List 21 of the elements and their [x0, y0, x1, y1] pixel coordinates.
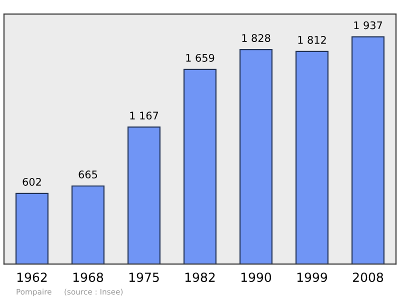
- x-tick-label: 1968: [73, 272, 104, 282]
- x-tick-label: 2008: [353, 272, 384, 282]
- data-label: 602: [22, 178, 41, 186]
- bar: [239, 49, 273, 264]
- bar: [71, 185, 105, 264]
- bar: [127, 126, 161, 264]
- data-label: 1 812: [298, 36, 326, 44]
- bar: [351, 36, 385, 264]
- x-tick-label: 1962: [17, 272, 47, 282]
- x-tick-label: 1990: [241, 272, 272, 282]
- bar: [15, 192, 49, 264]
- data-label: 1 828: [242, 34, 270, 42]
- data-label: 1 937: [354, 21, 382, 30]
- data-label: 665: [78, 170, 98, 178]
- bar: [295, 50, 329, 264]
- data-label: 1 167: [130, 112, 158, 120]
- x-tick-label: 1999: [297, 272, 328, 282]
- bar: [183, 68, 217, 264]
- x-tick-label: 1982: [185, 272, 215, 282]
- x-tick-label: 1975: [129, 272, 159, 282]
- data-label: 1 659: [186, 54, 214, 62]
